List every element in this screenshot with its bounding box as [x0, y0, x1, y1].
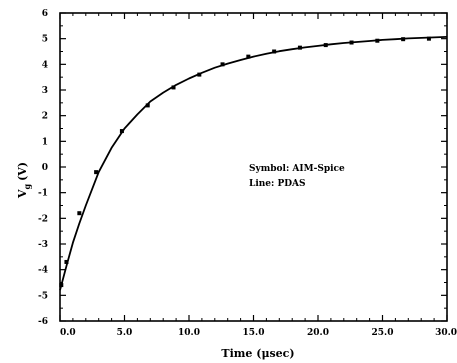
x-tick-label: 5.0 [117, 328, 133, 338]
aim-spice-point [297, 45, 302, 50]
aim-spice-point [77, 211, 82, 216]
y-tick-label: 0 [42, 163, 48, 173]
y-tick-label: -4 [38, 266, 48, 276]
x-axis-title: Time (μsec) [221, 347, 294, 360]
y-tick-label: -5 [38, 291, 48, 301]
x-tick-label: 25.0 [372, 328, 394, 338]
aim-spice-point [375, 38, 380, 43]
x-tick-label: 20.0 [307, 328, 329, 338]
y-axis: -6 -5 -4 -3 -2 -1 0 1 2 3 4 5 6 [38, 9, 447, 327]
aim-spice-point [197, 72, 202, 77]
y-axis-title-main: V [16, 189, 29, 199]
legend-line-text: Line: PDAS [249, 179, 306, 189]
aim-spice-point [94, 170, 99, 175]
aim-spice-point [119, 129, 124, 134]
y-axis-title-unit: (V) [16, 162, 29, 181]
aim-spice-point [272, 49, 277, 54]
y-axis-title: Vg (V) [16, 162, 32, 199]
x-tick-label: 30.0 [435, 328, 457, 338]
aim-spice-point [171, 85, 176, 90]
aim-spice-point [426, 36, 431, 41]
y-tick-label: 6 [42, 9, 48, 19]
y-tick-label: -2 [38, 214, 48, 224]
y-tick-label: 2 [42, 112, 48, 122]
aim-spice-point [349, 40, 354, 45]
x-tick-label: 0.0 [60, 328, 76, 338]
aim-spice-point [220, 62, 225, 67]
y-axis-title-subscript: g [22, 184, 32, 190]
aim-spice-point [59, 283, 64, 288]
aim-spice-point [64, 259, 69, 264]
x-tick-label: 15.0 [243, 328, 265, 338]
y-tick-label: -1 [38, 189, 48, 199]
y-tick-label: -6 [38, 317, 48, 327]
legend-symbol-text: Symbol: AIM-Spice [249, 164, 345, 174]
aim-spice-point [323, 43, 328, 48]
aim-spice-point [246, 54, 251, 59]
aim-spice-point [401, 37, 406, 42]
y-tick-label: 4 [42, 60, 48, 70]
y-tick-label: -3 [38, 240, 48, 250]
aim-spice-series [59, 36, 431, 288]
svg-text:Vg(V): Vg (V) [16, 162, 32, 199]
y-tick-label: 1 [42, 137, 48, 147]
x-axis: 0.0 5.0 10.0 15.0 20.0 25.0 30.0 [59, 13, 457, 338]
y-tick-label: 3 [42, 86, 48, 96]
y-tick-label: 5 [42, 35, 48, 45]
aim-spice-point [145, 103, 150, 108]
x-tick-label: 10.0 [178, 328, 200, 338]
